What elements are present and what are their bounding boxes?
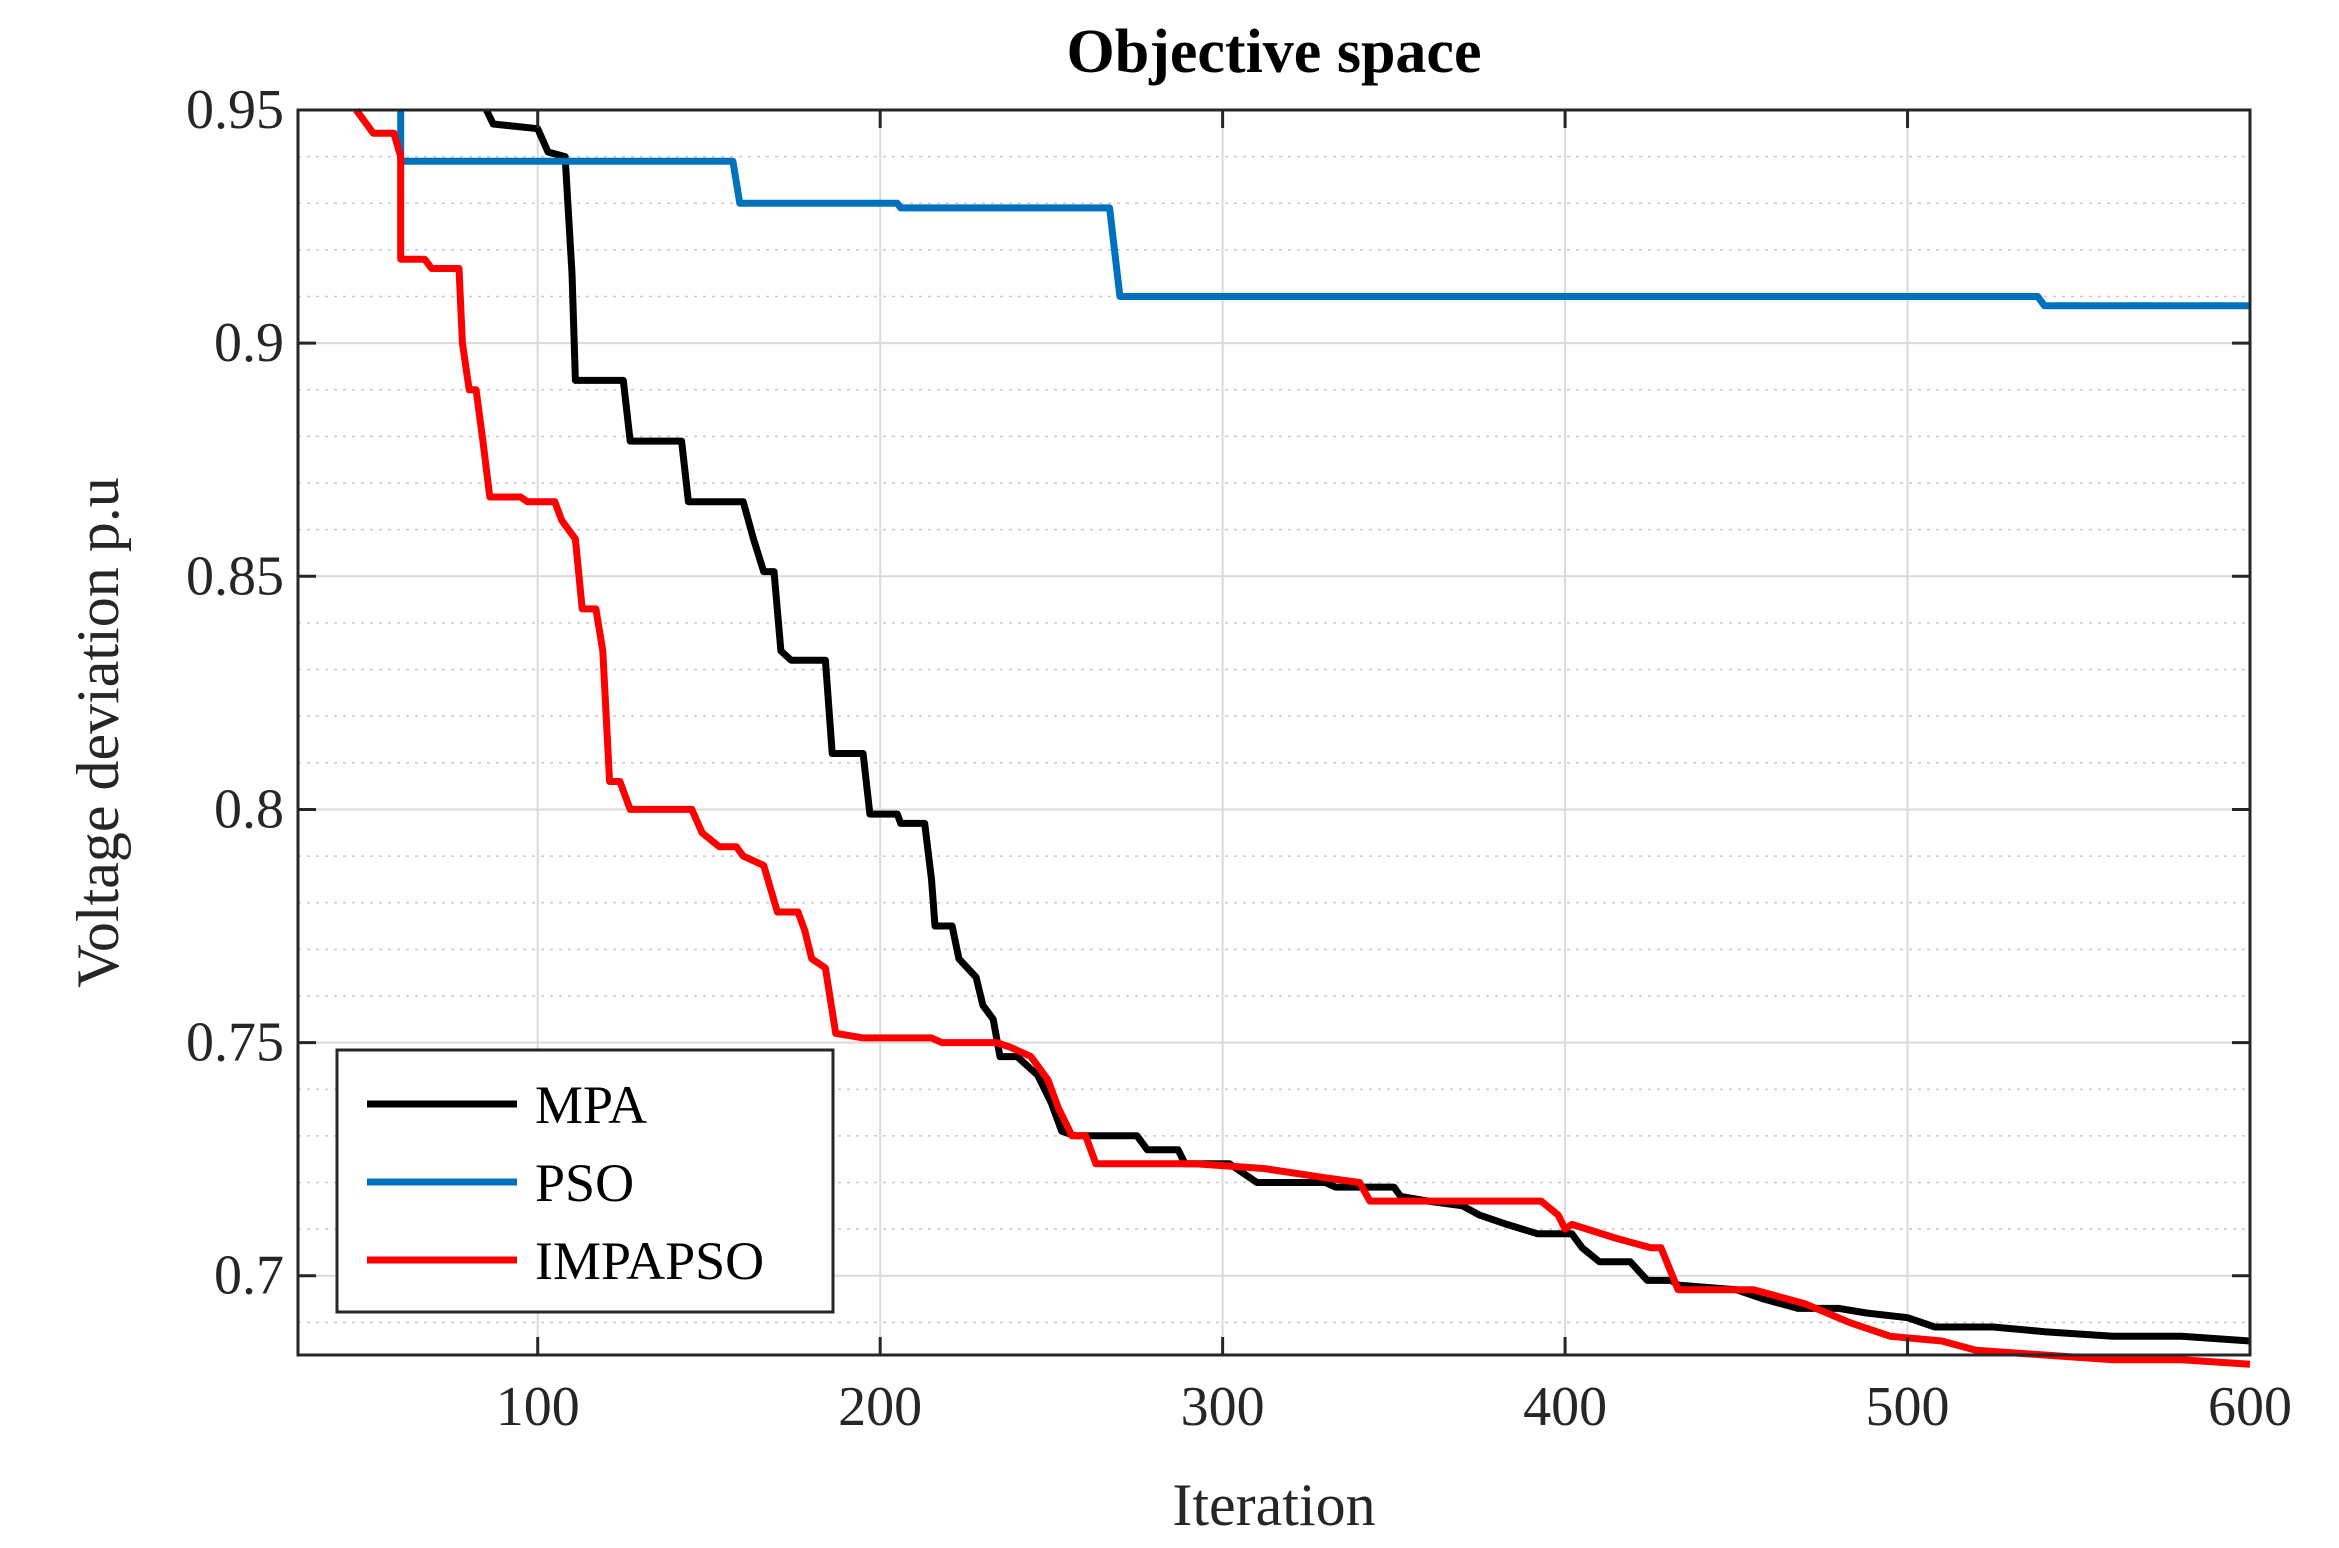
- y-tick-label: 0.7: [214, 1245, 284, 1307]
- chart-title: Objective space: [1067, 18, 1482, 86]
- y-tick-label: 0.8: [214, 778, 284, 840]
- legend-label-pso: PSO: [535, 1153, 634, 1213]
- y-tick-label: 0.95: [186, 79, 284, 141]
- x-tick-label: 400: [1523, 1376, 1607, 1438]
- ticks: 100 200 300 400 500 600 0.7 0.75 0.8 0.85 0.9 0.95: [186, 79, 2292, 1438]
- y-tick-label: 0.75: [186, 1012, 284, 1074]
- x-tick-label: 600: [2208, 1376, 2292, 1438]
- legend-label-impapso: IMPAPSO: [535, 1231, 764, 1291]
- series-line-impapso: [353, 107, 2251, 1368]
- x-tick-label: 200: [838, 1376, 922, 1438]
- axes-box: [296, 108, 2252, 1357]
- x-tick-label: 300: [1181, 1376, 1265, 1438]
- y-tick-label: 0.85: [186, 545, 284, 607]
- legend-label-mpa: MPA: [535, 1075, 647, 1135]
- x-tick-label: 500: [1866, 1376, 1950, 1438]
- x-tick-label: 100: [496, 1376, 580, 1438]
- series-line-pso: [397, 110, 2250, 310]
- series-lines: [353, 107, 2251, 1368]
- y-tick-label: 0.9: [214, 312, 284, 374]
- y-axis-label: Voltage deviation p.u: [65, 477, 131, 987]
- x-axis-label: Iteration: [1172, 1472, 1375, 1538]
- legend: MPA PSO IMPAPSO: [335, 1048, 835, 1314]
